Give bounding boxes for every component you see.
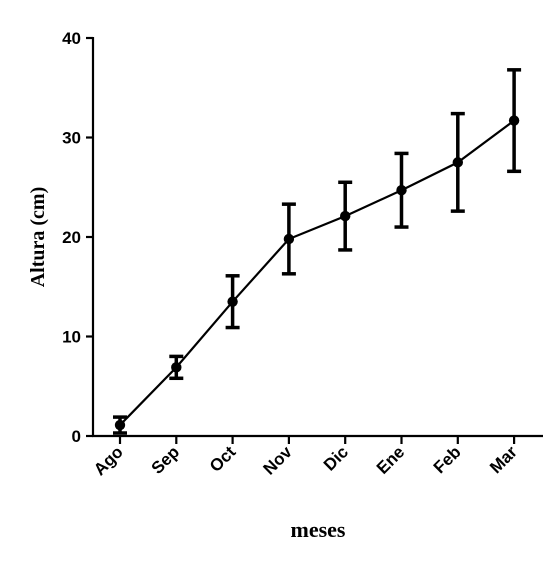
- data-point: [508, 115, 520, 126]
- data-point: [340, 210, 351, 222]
- data-point: [396, 185, 407, 196]
- y-ticks: 0 10 20 30 40: [62, 29, 93, 446]
- x-tick-label: Feb: [430, 442, 465, 477]
- data-point: [452, 157, 463, 168]
- x-axis-title: meses: [291, 517, 346, 542]
- y-tick-label: 30: [62, 129, 81, 148]
- x-tick-label: Ago: [90, 442, 127, 479]
- y-tick-label: 40: [62, 29, 81, 48]
- x-tick-label: Dic: [320, 442, 352, 474]
- x-tick-label: Sep: [148, 442, 183, 477]
- x-tick-label: Oct: [206, 442, 240, 476]
- axes: [91, 37, 543, 438]
- series-line: [119, 119, 515, 426]
- y-tick-label: 0: [72, 427, 81, 446]
- y-tick-label: 10: [62, 328, 81, 347]
- x-tick-label: Mar: [486, 442, 521, 477]
- data-point: [171, 362, 182, 373]
- data-point: [227, 296, 238, 307]
- data-point: [114, 419, 126, 431]
- x-tick-label: Ene: [373, 442, 408, 477]
- y-axis-title: Altura (cm): [27, 187, 49, 288]
- y-tick-label: 20: [62, 228, 81, 247]
- series: [113, 68, 522, 435]
- data-point: [283, 233, 295, 245]
- x-tick-label: Nov: [260, 442, 297, 479]
- x-ticks: Ago Sep Oct Nov Dic Ene Feb Mar: [90, 436, 521, 479]
